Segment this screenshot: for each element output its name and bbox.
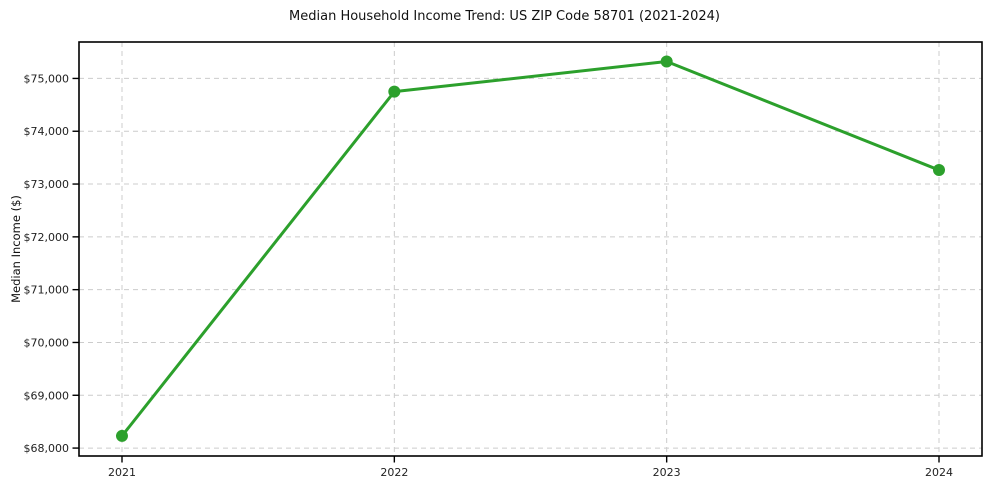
y-tick-label: $74,000	[24, 125, 70, 138]
y-tick-label: $73,000	[24, 178, 70, 191]
y-tick-label: $68,000	[24, 442, 70, 455]
data-point-marker	[933, 164, 945, 177]
chart-title: Median Household Income Trend: US ZIP Co…	[289, 9, 720, 24]
y-tick-label: $71,000	[24, 284, 70, 297]
x-tick-label: 2022	[380, 466, 408, 479]
y-tick-label: $72,000	[24, 231, 70, 244]
x-tick-label: 2021	[108, 466, 136, 479]
y-tick-label: $70,000	[24, 336, 70, 349]
y-tick-label: $69,000	[24, 389, 70, 402]
plot-border	[78, 41, 983, 457]
trend-line	[120, 60, 941, 438]
y-tick-label: $75,000	[24, 72, 70, 85]
y-axis-label: Median Income ($)	[9, 195, 23, 303]
data-point-marker	[660, 55, 673, 68]
data-point-marker	[116, 429, 128, 442]
x-tick-label: 2023	[653, 466, 681, 479]
x-tick-label: 2024	[925, 466, 953, 479]
data-point-marker	[388, 85, 401, 98]
